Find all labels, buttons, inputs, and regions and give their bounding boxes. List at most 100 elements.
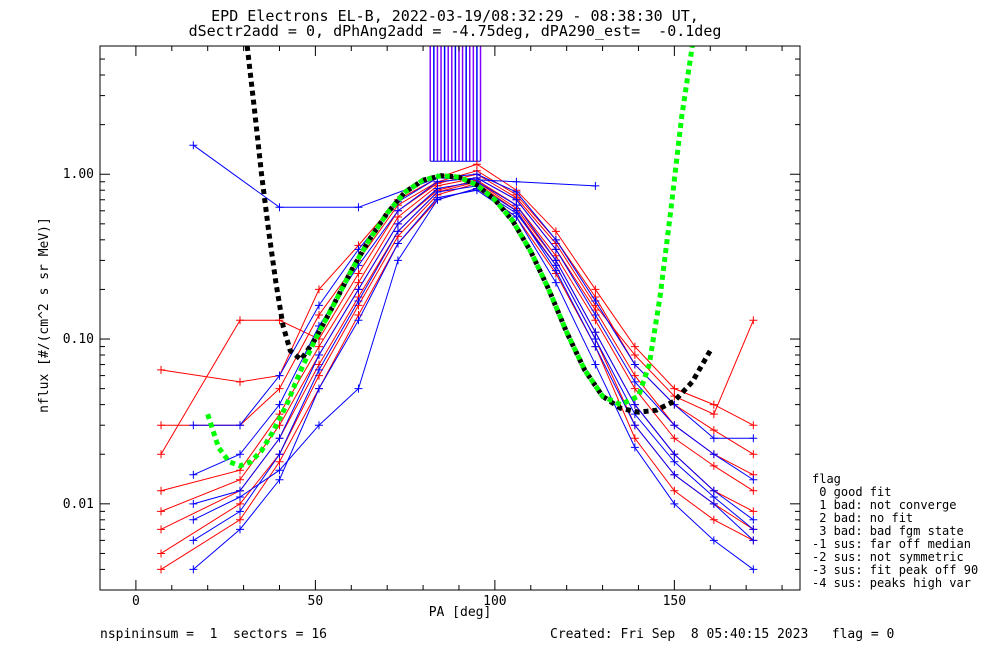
data-point-blue	[591, 328, 600, 337]
data-point-red	[709, 515, 718, 524]
data-point-blue	[393, 206, 402, 215]
data-point-red	[157, 565, 166, 574]
data-point-red	[275, 457, 284, 466]
data-point-blue	[275, 400, 284, 409]
footer-spin-info: nspininsum = 1 sectors = 16	[100, 627, 327, 642]
data-point-red	[157, 507, 166, 516]
data-point-blue	[630, 421, 639, 430]
data-point-blue	[275, 450, 284, 459]
data-point-blue	[472, 170, 481, 179]
data-point-blue	[236, 450, 244, 459]
y-axis-label: nflux [#/(cm^2 s sr MeV)]	[36, 217, 52, 413]
series-line-blue	[193, 189, 754, 570]
data-point-red	[275, 384, 284, 393]
data-point-blue	[551, 278, 560, 287]
data-point-blue	[236, 493, 244, 502]
data-point-blue	[275, 371, 284, 380]
data-point-blue	[512, 209, 521, 218]
data-point-red	[236, 499, 244, 508]
data-point-blue	[709, 499, 718, 508]
series-line-red	[160, 177, 754, 492]
data-point-blue	[551, 261, 560, 270]
data-point-red	[670, 384, 679, 393]
y-tick-label: 0.10	[63, 332, 94, 347]
series-line-blue	[193, 185, 754, 541]
data-point-red	[314, 310, 323, 319]
data-point-blue	[591, 335, 600, 344]
data-point-red	[314, 285, 323, 294]
series-line-red	[160, 187, 754, 570]
data-point-red	[749, 486, 758, 495]
data-point-red	[157, 549, 166, 558]
legend-item: -2 sus: not symmetric	[812, 550, 964, 564]
data-point-red	[670, 434, 679, 443]
data-point-blue	[433, 195, 442, 204]
legend-item: -3 sus: fit peak off 90	[812, 563, 979, 577]
data-point-blue	[354, 316, 363, 325]
data-point-blue	[630, 377, 639, 386]
data-point-red	[157, 421, 166, 430]
x-tick-label: 100	[483, 594, 506, 609]
data-point-blue	[314, 301, 323, 310]
data-point-red	[236, 316, 244, 325]
data-point-blue	[275, 466, 284, 475]
data-point-blue	[393, 256, 402, 265]
data-point-blue	[709, 434, 718, 443]
legend-item: -1 sus: far off median	[812, 537, 971, 551]
data-point-blue	[236, 525, 244, 534]
data-point-red	[749, 421, 758, 430]
series-line-blue	[193, 144, 596, 208]
x-tick-label: 150	[663, 594, 686, 609]
data-point-red	[630, 342, 639, 351]
data-point-blue	[630, 400, 639, 409]
data-point-blue	[749, 515, 758, 524]
data-point-blue	[393, 239, 402, 248]
data-point-blue	[670, 470, 679, 479]
data-point-blue	[670, 457, 679, 466]
y-tick-label: 1.00	[63, 167, 94, 182]
data-point-red	[749, 450, 758, 459]
data-point-blue	[314, 384, 323, 393]
data-point-red	[630, 434, 639, 443]
data-point-blue	[591, 342, 600, 351]
y-tick-label: 0.01	[63, 497, 94, 512]
data-point-red	[551, 227, 560, 236]
data-point-red	[236, 377, 244, 386]
data-point-blue	[670, 421, 679, 430]
data-point-blue	[749, 565, 758, 574]
series-line-red	[161, 170, 754, 455]
data-point-blue	[275, 203, 284, 212]
data-point-blue	[749, 536, 758, 545]
x-axis-label: PA [deg]	[428, 605, 492, 620]
data-point-red	[157, 525, 166, 534]
data-point-red	[670, 486, 679, 495]
data-point-blue	[354, 384, 363, 393]
chart-title-line1: EPD Electrons EL-B, 2022-03-19/08:32:29 …	[211, 7, 699, 25]
data-point-blue	[591, 297, 600, 306]
legend-item: 3 bad: bad fgm state	[812, 524, 964, 538]
data-point-blue	[393, 219, 402, 228]
data-point-red	[709, 410, 718, 419]
data-point-red	[591, 285, 600, 294]
data-point-blue	[189, 141, 198, 150]
data-point-blue	[670, 499, 679, 508]
data-point-red	[236, 515, 244, 524]
data-point-blue	[314, 351, 323, 360]
data-point-blue	[189, 421, 198, 430]
data-point-red	[354, 269, 363, 278]
data-point-blue	[314, 421, 323, 430]
data-point-red	[709, 461, 718, 470]
data-point-blue	[354, 297, 363, 306]
data-point-blue	[709, 536, 718, 545]
data-point-red	[314, 342, 323, 351]
data-point-blue	[512, 195, 521, 204]
data-point-blue	[749, 525, 758, 534]
data-point-blue	[670, 450, 679, 459]
data-point-blue	[189, 515, 198, 524]
data-point-red	[157, 486, 166, 495]
data-point-blue	[709, 493, 718, 502]
data-point-blue	[189, 499, 198, 508]
data-point-blue	[236, 507, 244, 516]
legend-item: -4 sus: peaks high var	[812, 576, 971, 590]
data-point-red	[749, 316, 758, 325]
